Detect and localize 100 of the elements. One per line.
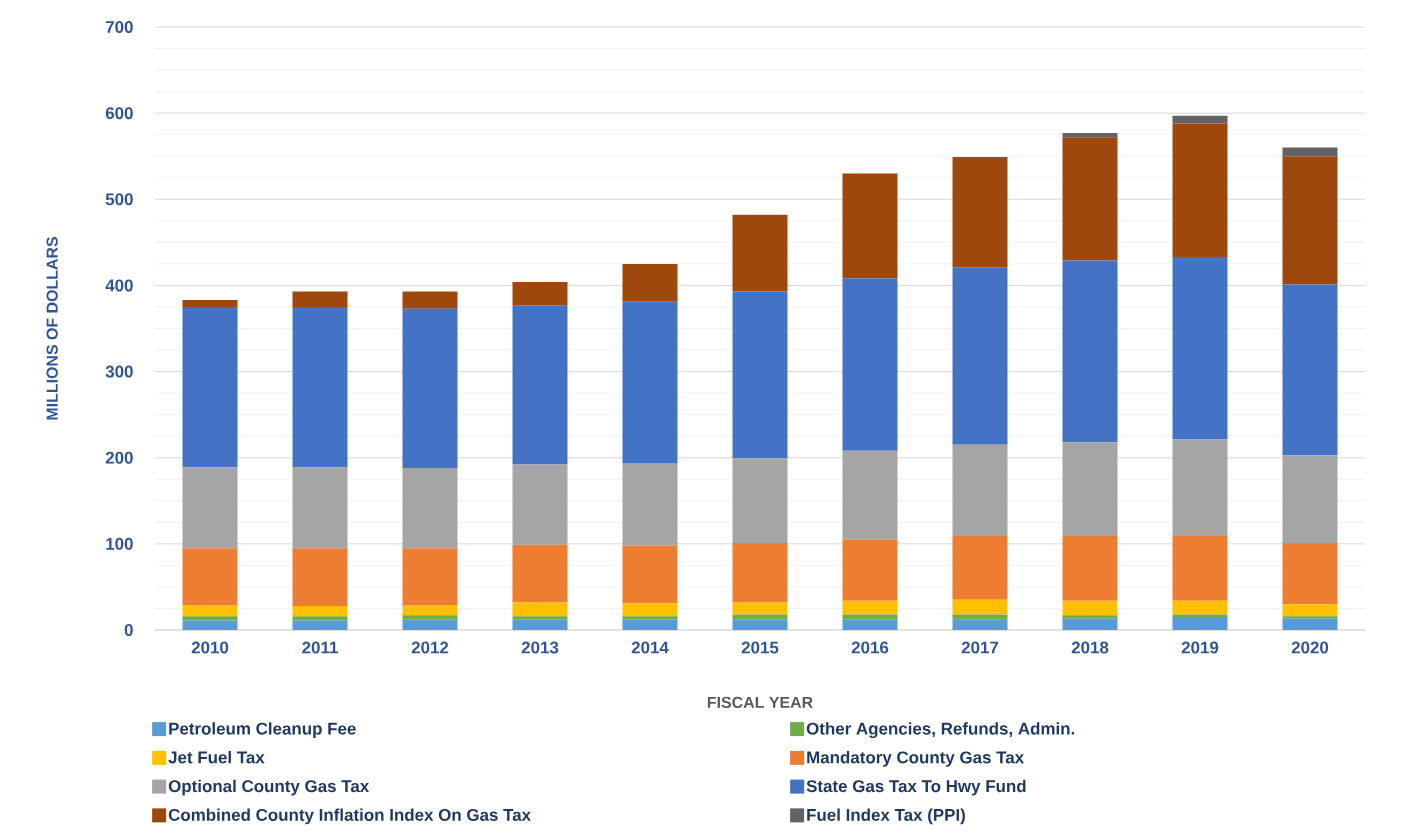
bar <box>292 306 348 468</box>
bar <box>1062 536 1118 601</box>
bar <box>952 157 1008 268</box>
bar <box>1282 616 1338 619</box>
bar <box>512 616 568 620</box>
x-tick-label: 2012 <box>411 641 449 654</box>
bar <box>622 616 678 620</box>
bar <box>622 462 678 546</box>
bar <box>952 267 1008 445</box>
legend-label: Mandatory County Gas Tax <box>807 750 1025 767</box>
bar <box>1172 600 1228 615</box>
bar <box>952 599 1008 615</box>
bar <box>842 278 898 451</box>
bar <box>182 548 238 606</box>
x-axis-title: FISCAL YEAR <box>707 696 813 708</box>
bar <box>292 620 348 630</box>
legend-label: State Gas Tax To Hwy Fund <box>806 779 1026 796</box>
bar <box>622 603 678 617</box>
bar <box>622 545 678 604</box>
y-tick-label: 400 <box>105 279 133 292</box>
bar <box>1282 543 1338 605</box>
bar <box>1172 439 1228 536</box>
bar <box>732 614 788 620</box>
x-tick-label: 2020 <box>1291 641 1329 654</box>
bar <box>952 444 1008 537</box>
y-tick-label: 700 <box>105 21 133 33</box>
bar <box>512 281 568 306</box>
legend-label: Fuel Index Tax (PPI) <box>807 808 965 825</box>
bar <box>292 616 348 621</box>
bar <box>842 450 898 540</box>
bar <box>1282 455 1338 543</box>
bar <box>1172 535 1228 601</box>
y-tick-label: 0 <box>124 624 133 636</box>
x-tick-label: 2016 <box>851 641 889 654</box>
bar <box>512 619 568 630</box>
bar <box>402 619 458 630</box>
bar <box>1062 442 1118 537</box>
bar <box>732 291 788 459</box>
y-tick-label: 200 <box>105 451 133 464</box>
legend-label: Jet Fuel Tax <box>168 750 265 764</box>
bar <box>1172 614 1228 618</box>
x-tick-label: 2015 <box>741 641 779 654</box>
bar <box>952 619 1008 630</box>
bar <box>842 614 898 620</box>
y-tick-label: 100 <box>106 537 133 550</box>
bar <box>292 605 348 617</box>
bar <box>1282 618 1338 630</box>
y-tick-label: 300 <box>105 365 133 378</box>
bar <box>1282 147 1338 157</box>
x-tick-label: 2019 <box>1181 641 1219 654</box>
bar <box>512 464 568 545</box>
bar <box>402 468 458 549</box>
bar <box>1062 260 1118 443</box>
bar <box>402 605 458 616</box>
legend-label: Other Agencies, Refunds, Admin. <box>806 722 1075 739</box>
bar <box>952 614 1008 620</box>
y-tick-label: 500 <box>105 193 133 206</box>
bar <box>182 605 238 617</box>
bar <box>1062 618 1118 630</box>
bar <box>292 467 348 549</box>
x-tick-label: 2017 <box>961 641 999 654</box>
bar <box>182 306 238 468</box>
bar <box>292 548 348 606</box>
bar <box>732 214 788 292</box>
bar <box>732 543 788 603</box>
x-tick-label: 2013 <box>521 641 559 654</box>
bar <box>1062 615 1118 619</box>
bar <box>842 173 898 279</box>
bar <box>1282 604 1338 617</box>
bar <box>732 458 788 543</box>
bar <box>292 291 348 307</box>
bar <box>842 619 898 630</box>
bar <box>182 467 238 549</box>
x-tick-label: 2010 <box>191 641 229 654</box>
legend-label: Optional County Gas Tax <box>168 779 370 796</box>
x-tick-label: 2014 <box>631 641 669 654</box>
bar <box>732 602 788 615</box>
legend-label: Combined County Inflation Index On Gas Tax <box>168 808 531 825</box>
bar <box>1062 137 1118 261</box>
bar <box>182 300 238 307</box>
bar <box>842 600 898 615</box>
y-axis-title: MILLIONS OF DOLLARS <box>46 237 58 420</box>
bar <box>622 301 678 463</box>
x-tick-label: 2018 <box>1071 641 1109 654</box>
bar <box>1172 123 1228 257</box>
bar <box>512 305 568 465</box>
bar <box>512 602 568 617</box>
bar <box>402 615 458 620</box>
bar <box>1172 115 1228 124</box>
bar <box>402 548 458 606</box>
bar <box>182 620 238 630</box>
bar <box>402 308 458 469</box>
bar <box>182 616 238 621</box>
legend-label: Petroleum Cleanup Fee <box>169 722 356 739</box>
bar <box>732 619 788 630</box>
bar <box>842 539 898 601</box>
bar <box>1062 600 1118 616</box>
bar <box>1282 156 1338 285</box>
y-tick-label: 600 <box>105 107 133 120</box>
bar <box>512 544 568 603</box>
